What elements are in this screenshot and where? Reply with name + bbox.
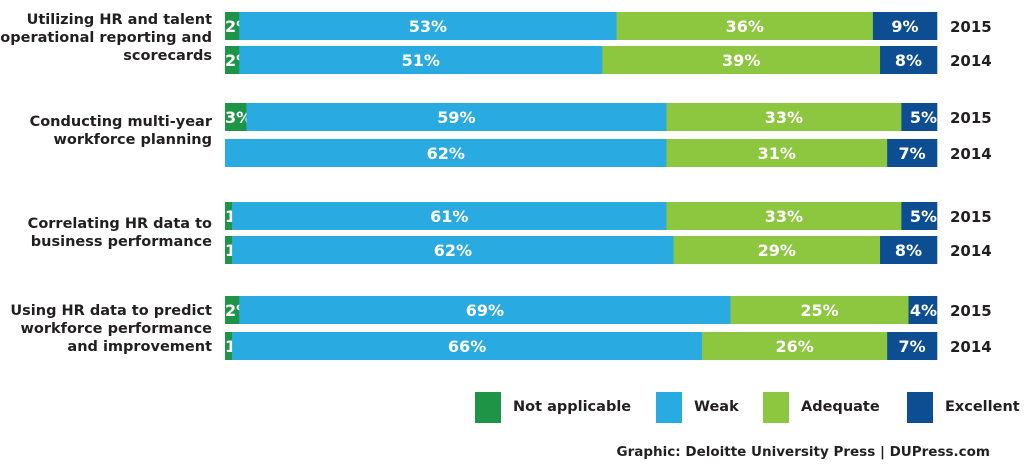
year-label: 2014 — [950, 52, 992, 70]
data-label: 61% — [430, 207, 468, 226]
category-label-line: workforce performance — [20, 321, 212, 337]
category-label-line: workforce planning — [53, 132, 212, 148]
bar-segment-not-applicable-2014 — [225, 332, 233, 360]
bar-segment-weak-2014 — [232, 332, 703, 360]
legend-label: Weak — [694, 399, 739, 415]
category-label-line: Utilizing HR and talent — [26, 12, 212, 28]
data-label: 33% — [765, 108, 803, 127]
data-label: 51% — [402, 51, 440, 70]
bar-segment-weak-2014 — [239, 46, 603, 74]
legend-swatch — [907, 391, 933, 423]
category-label-line: operational reporting and — [0, 30, 212, 46]
category-label-line: scorecards — [123, 48, 212, 64]
data-label: 9% — [891, 17, 918, 36]
data-label: 3% — [225, 108, 252, 127]
data-label: 53% — [409, 17, 447, 36]
year-label: 2015 — [950, 302, 992, 320]
bar-segment-adequate-2015 — [666, 103, 902, 131]
year-label: 2014 — [950, 145, 992, 163]
category-label-line: business performance — [30, 234, 212, 250]
category-label-line: Using HR data to predict — [10, 303, 212, 319]
bar-segment-excellent-2015 — [908, 296, 938, 324]
category-label-line: and improvement — [67, 339, 212, 355]
data-label: 29% — [758, 241, 796, 260]
bar-segment-excellent-2015 — [901, 202, 938, 230]
bar-segment-excellent-2015 — [901, 103, 938, 131]
year-label: 2015 — [950, 208, 992, 226]
bar-segment-excellent-2014 — [887, 139, 938, 167]
data-label: 26% — [775, 337, 813, 356]
legend-swatch — [763, 391, 789, 423]
legend-swatch — [475, 391, 501, 423]
data-label: 59% — [437, 108, 475, 127]
year-label: 2015 — [950, 18, 992, 36]
legend-item-excellent: Excellent — [907, 391, 1020, 423]
bar-segment-excellent-2015 — [872, 12, 938, 40]
bar-segment-excellent-2014 — [880, 46, 938, 74]
category-label: Utilizing HR and talent operational repor… — [0, 11, 212, 65]
bar-segment-not-applicable-2015 — [225, 103, 247, 131]
bar-segment-adequate-2014 — [702, 332, 888, 360]
data-label: 66% — [448, 337, 486, 356]
data-label: 62% — [434, 241, 472, 260]
data-label: 7% — [898, 337, 925, 356]
year-label: 2014 — [950, 242, 992, 260]
data-label: 5% — [910, 108, 937, 127]
bar-segment-adequate-2014 — [673, 236, 881, 264]
legend-swatch — [656, 391, 682, 423]
legend-item-weak: Weak — [656, 391, 739, 423]
bar-segment-excellent-2014 — [880, 236, 938, 264]
year-label: 2014 — [950, 338, 992, 356]
bar-segment-adequate-2015 — [666, 202, 902, 230]
data-label: 4% — [910, 301, 937, 320]
data-label: 7% — [898, 144, 925, 163]
year-label: 2015 — [950, 109, 992, 127]
data-label: 62% — [427, 144, 465, 163]
data-label: 39% — [722, 51, 760, 70]
data-label: 36% — [726, 17, 764, 36]
bar-segment-weak-2014 — [225, 139, 667, 167]
data-label: 8% — [895, 51, 922, 70]
bar-segment-weak-2015 — [239, 12, 617, 40]
bar-segment-adequate-2014 — [602, 46, 881, 74]
legend-item-adequate: Adequate — [763, 391, 880, 423]
bar-segment-adequate-2015 — [616, 12, 874, 40]
graphic-credit: Graphic: Deloitte University Press | DUP… — [616, 444, 990, 460]
bar-segment-weak-2015 — [239, 296, 731, 324]
bar-segment-not-applicable-2015 — [225, 296, 240, 324]
data-label: 31% — [758, 144, 796, 163]
legend-label: Adequate — [801, 399, 880, 415]
bar-segment-not-applicable-2015 — [225, 12, 240, 40]
bar-segment-not-applicable-2014 — [225, 46, 240, 74]
bar-segment-weak-2015 — [246, 103, 667, 131]
data-label: 33% — [765, 207, 803, 226]
category-label: Correlating HR data to business performan… — [0, 215, 212, 251]
data-label: 25% — [800, 301, 838, 320]
category-label-line: Conducting multi-year — [29, 114, 212, 130]
data-label: 8% — [895, 241, 922, 260]
legend-item-not-applicable: Not applicable — [475, 391, 631, 423]
bar-segment-adequate-2014 — [666, 139, 888, 167]
legend-label: Not applicable — [513, 399, 632, 415]
bar-segment-adequate-2015 — [730, 296, 909, 324]
category-label: Using HR data to predict workforce perfor… — [0, 302, 212, 356]
bar-segment-not-applicable-2014 — [225, 236, 233, 264]
bar-segment-excellent-2014 — [887, 332, 938, 360]
bar-segment-not-applicable-2015 — [225, 202, 233, 230]
legend-label: Excellent — [945, 399, 1020, 415]
category-label-line: Correlating HR data to — [27, 216, 212, 232]
data-label: 5% — [910, 207, 937, 226]
data-label: 69% — [466, 301, 504, 320]
bar-segment-weak-2015 — [232, 202, 667, 230]
bar-segment-weak-2014 — [232, 236, 674, 264]
category-label: Conducting multi-year workforce planning — [0, 113, 212, 149]
